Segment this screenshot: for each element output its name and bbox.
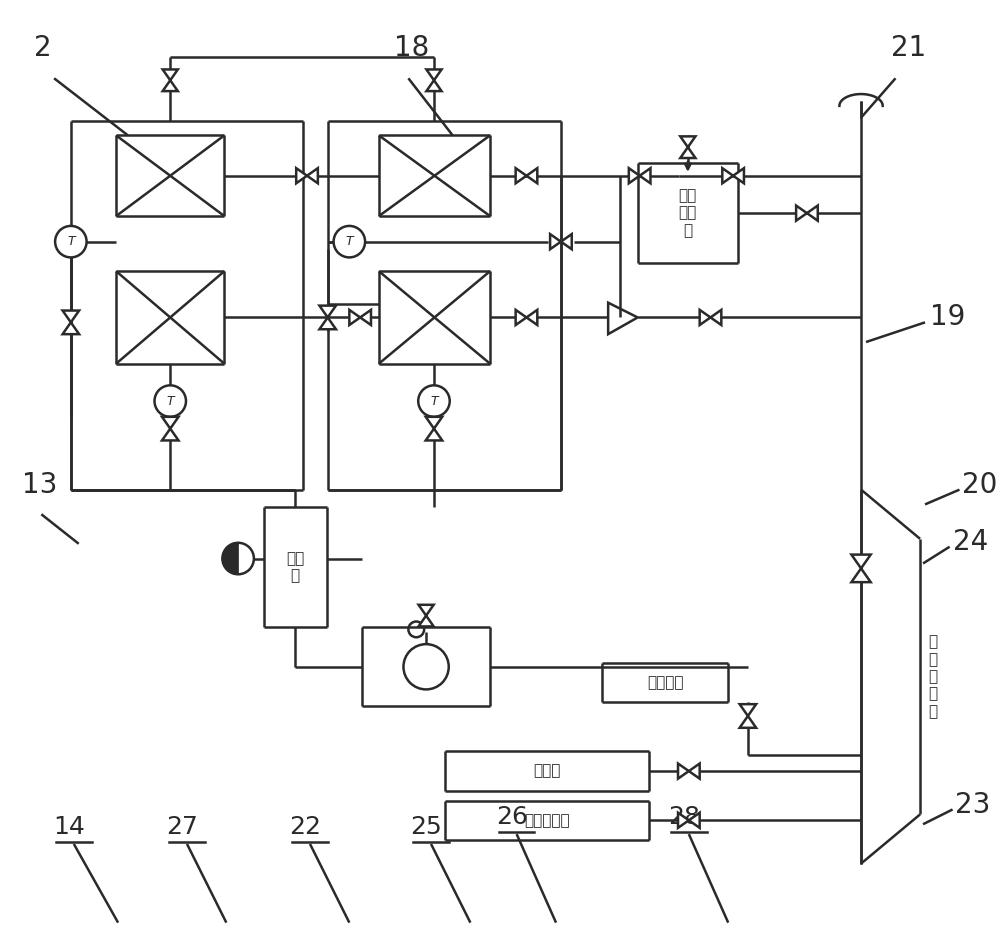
Polygon shape: [550, 234, 561, 249]
Text: 25: 25: [410, 815, 442, 839]
Text: T: T: [346, 235, 353, 248]
Polygon shape: [722, 168, 733, 183]
Polygon shape: [307, 168, 318, 183]
Polygon shape: [526, 168, 537, 183]
Circle shape: [55, 226, 87, 257]
Polygon shape: [678, 812, 689, 827]
Text: 2: 2: [34, 34, 52, 62]
Text: 凝汽器: 凝汽器: [533, 764, 561, 779]
Text: 14: 14: [53, 815, 85, 839]
Text: T: T: [166, 395, 174, 407]
Text: 疏水扩容器: 疏水扩容器: [524, 812, 570, 827]
Polygon shape: [162, 429, 179, 441]
Polygon shape: [426, 80, 442, 91]
Polygon shape: [740, 716, 756, 728]
Text: 疏水
至地
面: 疏水 至地 面: [679, 188, 697, 238]
Polygon shape: [63, 322, 79, 334]
Polygon shape: [851, 555, 871, 568]
Circle shape: [154, 386, 186, 417]
Text: 13: 13: [22, 472, 57, 500]
Polygon shape: [561, 234, 572, 249]
Text: 18: 18: [394, 34, 429, 62]
Text: 26: 26: [496, 805, 528, 829]
Polygon shape: [163, 80, 178, 91]
Polygon shape: [516, 168, 526, 183]
Circle shape: [418, 386, 450, 417]
Polygon shape: [63, 311, 79, 322]
Text: T: T: [67, 235, 75, 248]
Polygon shape: [419, 616, 434, 626]
Polygon shape: [349, 310, 360, 325]
Text: T: T: [430, 395, 438, 407]
Polygon shape: [710, 310, 721, 325]
Text: 27: 27: [166, 815, 198, 839]
Polygon shape: [629, 168, 640, 183]
Text: 22: 22: [289, 815, 321, 839]
Polygon shape: [678, 764, 689, 779]
Polygon shape: [319, 306, 336, 317]
Polygon shape: [796, 206, 807, 221]
Polygon shape: [526, 310, 537, 325]
Polygon shape: [700, 310, 710, 325]
Text: 24: 24: [953, 528, 988, 556]
Polygon shape: [689, 764, 700, 779]
Polygon shape: [680, 147, 695, 158]
Text: 21: 21: [891, 34, 926, 62]
Polygon shape: [360, 310, 371, 325]
Polygon shape: [426, 429, 442, 441]
Text: 疏水
罐: 疏水 罐: [286, 551, 304, 583]
Polygon shape: [419, 605, 434, 616]
Polygon shape: [296, 168, 307, 183]
Text: 20: 20: [962, 471, 998, 499]
Polygon shape: [807, 206, 818, 221]
Polygon shape: [222, 543, 238, 575]
Polygon shape: [689, 812, 700, 827]
Circle shape: [222, 543, 254, 575]
Polygon shape: [163, 69, 178, 80]
Polygon shape: [740, 704, 756, 716]
Polygon shape: [426, 417, 442, 429]
Polygon shape: [733, 168, 744, 183]
Polygon shape: [162, 417, 179, 429]
Polygon shape: [640, 168, 650, 183]
Text: 28: 28: [668, 805, 700, 829]
Text: 23: 23: [955, 791, 990, 819]
Polygon shape: [426, 69, 442, 80]
Text: 取样化验: 取样化验: [647, 675, 683, 690]
Polygon shape: [319, 317, 336, 329]
Circle shape: [334, 226, 365, 257]
Text: 19: 19: [930, 303, 965, 331]
Polygon shape: [851, 568, 871, 582]
Polygon shape: [516, 310, 526, 325]
Text: 汽
机
蒸
汽
器: 汽 机 蒸 汽 器: [928, 635, 937, 719]
Polygon shape: [680, 137, 695, 147]
